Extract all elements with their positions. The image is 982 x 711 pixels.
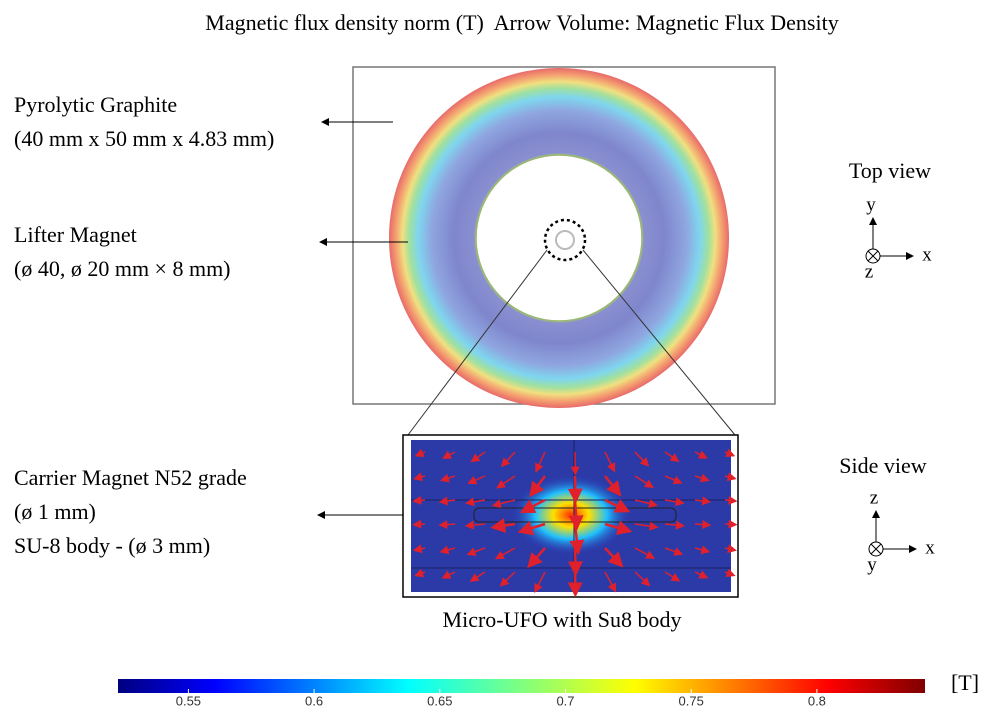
axis-label: x bbox=[925, 537, 935, 558]
field-arrow bbox=[414, 524, 425, 525]
field-arrow bbox=[575, 476, 576, 501]
axis-label: z bbox=[865, 261, 873, 282]
colorbar-tick-label: 0.65 bbox=[427, 693, 452, 708]
colorbar bbox=[118, 679, 925, 693]
figure: Magnetic flux density norm (T) Arrow Vol… bbox=[0, 0, 982, 711]
axis-label: y bbox=[867, 554, 877, 575]
title: Magnetic flux density norm (T) Arrow Vol… bbox=[205, 10, 838, 35]
view-title: Top view bbox=[849, 158, 931, 183]
ring-hole bbox=[476, 155, 642, 321]
colorbar-unit: [T] bbox=[951, 670, 979, 695]
colorbar-tick-label: 0.75 bbox=[679, 693, 704, 708]
label-line: (ø 1 mm) bbox=[14, 499, 96, 524]
axis-label: z bbox=[870, 487, 878, 508]
axis-label: x bbox=[922, 244, 932, 265]
colorbar-tick-label: 0.8 bbox=[808, 693, 826, 708]
view-title: Side view bbox=[839, 453, 926, 478]
label-line: Lifter Magnet bbox=[14, 222, 137, 247]
colorbar-tick-label: 0.6 bbox=[305, 693, 323, 708]
colorbar-tick-label: 0.7 bbox=[556, 693, 574, 708]
axis-label: y bbox=[866, 194, 876, 215]
label-line: SU-8 body - (ø 3 mm) bbox=[14, 533, 210, 558]
field-arrow bbox=[575, 548, 576, 574]
inset-plot bbox=[411, 440, 736, 595]
label-line: Carrier Magnet N52 grade bbox=[14, 465, 247, 490]
field-arrow bbox=[725, 524, 736, 525]
label-line: (ø 40, ø 20 mm × 8 mm) bbox=[14, 256, 231, 281]
label-line: (40 mm x 50 mm x 4.83 mm) bbox=[14, 126, 274, 151]
label-line: Pyrolytic Graphite bbox=[14, 92, 177, 117]
colorbar-tick-label: 0.55 bbox=[176, 693, 201, 708]
inset-caption: Micro-UFO with Su8 body bbox=[443, 607, 682, 632]
